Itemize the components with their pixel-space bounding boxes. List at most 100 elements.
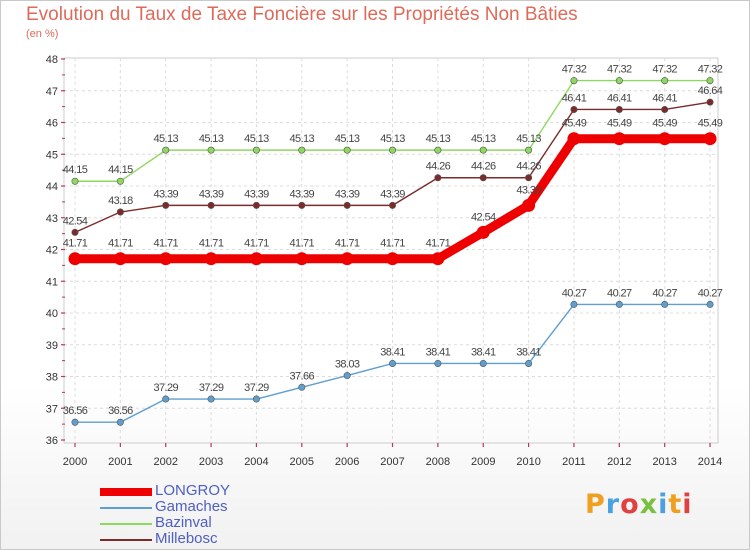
data-label-bazinval: 47.32 — [562, 64, 587, 76]
data-point-bazinval — [570, 77, 578, 85]
data-point-gamaches — [207, 395, 215, 403]
x-tick-label: 2004 — [244, 456, 268, 468]
x-tick-label: 2011 — [562, 456, 586, 468]
data-point-gamaches — [525, 359, 533, 367]
data-point-bazinval — [116, 177, 124, 185]
data-point-millebosc — [661, 105, 669, 113]
data-label-longroy: 45.49 — [698, 118, 723, 130]
data-point-longroy — [476, 225, 490, 239]
data-point-gamaches — [615, 300, 623, 308]
logo-letter: P — [585, 489, 606, 520]
y-tick-label: 44 — [46, 181, 58, 193]
data-point-millebosc — [389, 201, 397, 209]
data-point-gamaches — [298, 383, 306, 391]
data-label-gamaches: 38.41 — [426, 346, 451, 358]
data-point-bazinval — [389, 146, 397, 154]
data-label-millebosc: 43.39 — [380, 188, 405, 200]
data-label-gamaches: 40.27 — [698, 287, 723, 299]
data-point-gamaches — [479, 359, 487, 367]
data-label-millebosc: 43.39 — [335, 188, 360, 200]
data-point-millebosc — [706, 98, 714, 106]
data-label-longroy: 41.71 — [108, 238, 133, 250]
data-label-bazinval: 45.13 — [290, 133, 315, 145]
data-label-gamaches: 37.66 — [290, 370, 315, 382]
data-point-longroy — [567, 132, 581, 146]
data-point-gamaches — [162, 395, 170, 403]
data-point-millebosc — [207, 201, 215, 209]
data-label-gamaches: 37.29 — [199, 382, 224, 394]
data-point-gamaches — [252, 395, 260, 403]
chart-title: Evolution du Taux de Taxe Foncière sur l… — [26, 4, 578, 25]
data-label-millebosc: 46.41 — [607, 92, 632, 104]
data-label-millebosc: 42.54 — [63, 215, 88, 227]
data-point-millebosc — [162, 201, 170, 209]
data-label-gamaches: 36.56 — [108, 405, 133, 417]
legend-swatch — [100, 488, 152, 496]
data-label-longroy: 41.71 — [380, 238, 405, 250]
data-label-longroy: 41.71 — [153, 238, 178, 250]
data-point-millebosc — [343, 201, 351, 209]
data-point-longroy — [295, 252, 309, 266]
y-tick-label: 42 — [46, 245, 58, 257]
data-label-gamaches: 37.29 — [153, 382, 178, 394]
data-label-millebosc: 44.26 — [426, 161, 451, 173]
x-tick-label: 2000 — [63, 456, 87, 468]
y-tick-label: 45 — [46, 149, 58, 161]
data-point-gamaches — [570, 300, 578, 308]
data-label-longroy: 45.49 — [652, 118, 677, 130]
data-point-millebosc — [116, 208, 124, 216]
data-label-bazinval: 45.13 — [335, 133, 360, 145]
data-label-bazinval: 47.32 — [698, 64, 723, 76]
data-point-bazinval — [615, 77, 623, 85]
data-label-bazinval: 45.13 — [244, 133, 269, 145]
data-label-gamaches: 38.03 — [335, 359, 360, 371]
x-tick-label: 2010 — [516, 456, 540, 468]
data-point-bazinval — [434, 146, 442, 154]
logo-letter: o — [620, 489, 640, 520]
data-label-longroy: 41.71 — [290, 238, 315, 250]
data-label-millebosc: 44.26 — [471, 161, 496, 173]
data-point-millebosc — [71, 228, 79, 236]
data-point-gamaches — [389, 359, 397, 367]
data-point-bazinval — [525, 146, 533, 154]
data-point-longroy — [159, 252, 173, 266]
y-tick-label: 41 — [46, 276, 58, 288]
data-label-gamaches: 40.27 — [562, 287, 587, 299]
logo-letter: i — [658, 489, 669, 520]
data-point-gamaches — [116, 418, 124, 426]
data-label-millebosc: 44.26 — [516, 161, 541, 173]
x-tick-label: 2009 — [471, 456, 495, 468]
data-label-bazinval: 45.13 — [471, 133, 496, 145]
data-point-bazinval — [298, 146, 306, 154]
data-label-millebosc: 46.64 — [698, 85, 723, 97]
y-tick-label: 38 — [46, 372, 58, 384]
data-label-gamaches: 40.27 — [607, 287, 632, 299]
x-tick-label: 2006 — [335, 456, 359, 468]
data-label-millebosc: 43.18 — [108, 195, 133, 207]
data-point-gamaches — [434, 359, 442, 367]
data-label-bazinval: 45.13 — [426, 133, 451, 145]
data-label-bazinval: 45.13 — [380, 133, 405, 145]
data-point-gamaches — [661, 300, 669, 308]
data-point-bazinval — [162, 146, 170, 154]
data-point-longroy — [340, 252, 354, 266]
data-point-gamaches — [71, 418, 79, 426]
data-point-longroy — [612, 132, 626, 146]
data-label-bazinval: 47.32 — [607, 64, 632, 76]
logo-letter: t — [668, 489, 683, 520]
data-point-longroy — [386, 252, 400, 266]
y-tick-label: 39 — [46, 340, 58, 352]
data-point-millebosc — [479, 174, 487, 182]
y-tick-label: 48 — [46, 54, 58, 66]
data-label-millebosc: 46.41 — [562, 92, 587, 104]
data-point-millebosc — [525, 174, 533, 182]
x-tick-label: 2014 — [698, 456, 722, 468]
data-point-longroy — [113, 252, 127, 266]
data-label-millebosc: 43.39 — [290, 188, 315, 200]
data-point-bazinval — [343, 146, 351, 154]
data-label-millebosc: 43.39 — [199, 188, 224, 200]
data-point-millebosc — [615, 105, 623, 113]
data-label-gamaches: 38.41 — [471, 346, 496, 358]
data-label-gamaches: 36.56 — [63, 405, 88, 417]
